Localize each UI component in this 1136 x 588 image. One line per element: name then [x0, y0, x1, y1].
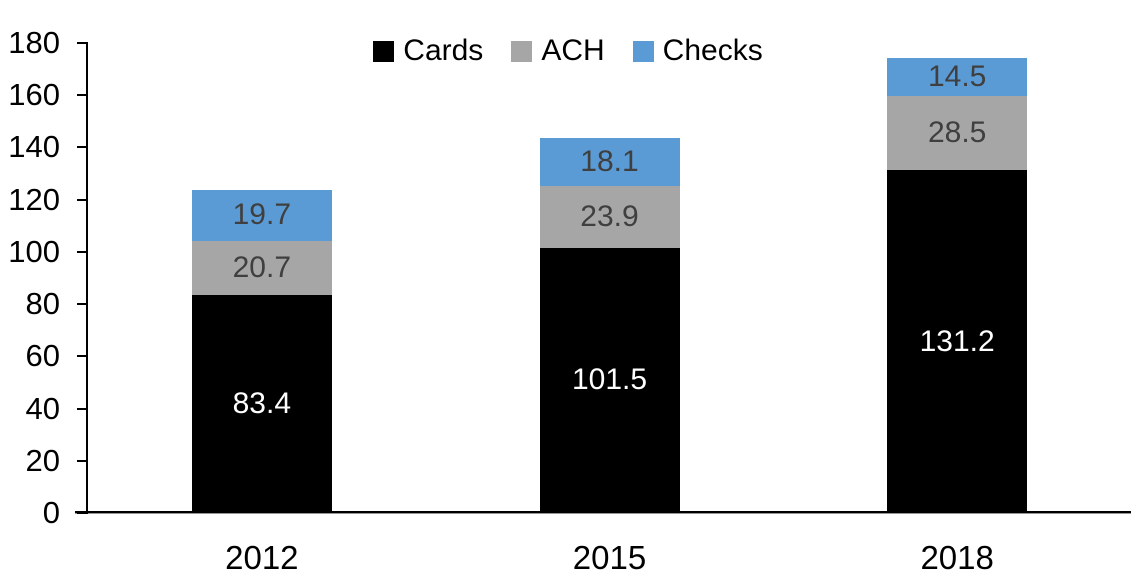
- y-axis-tick-label: 120: [8, 181, 60, 217]
- legend-label: Checks: [662, 34, 763, 67]
- y-axis-tick-label: 40: [25, 390, 60, 426]
- data-label: 83.4: [232, 387, 292, 421]
- y-axis-tick: [77, 459, 88, 462]
- legend-swatch-icon: [632, 40, 654, 62]
- legend-swatch-icon: [511, 40, 533, 62]
- y-axis-tick-label: 60: [25, 338, 60, 374]
- y-axis-tick-label: 180: [8, 25, 60, 60]
- y-axis-tick: [77, 94, 88, 97]
- bar-segment-checks-2015: 18.1: [539, 138, 680, 186]
- y-axis-tick-label: 20: [25, 442, 60, 478]
- bar-segment-cards-2015: 101.5: [539, 247, 680, 513]
- data-label: 20.7: [232, 251, 292, 285]
- data-label: 19.7: [232, 198, 292, 232]
- y-axis-tick: [77, 512, 88, 514]
- bar-segment-cards-2012: 83.4: [191, 295, 332, 513]
- y-axis-tick-label: 0: [42, 495, 60, 530]
- bar-segment-checks-2018: 14.5: [887, 58, 1028, 96]
- data-label: 18.1: [580, 144, 639, 178]
- bar-segment-cards-2018: 131.2: [887, 170, 1028, 513]
- legend-item-checks: Checks: [632, 34, 763, 67]
- legend-swatch-icon: [373, 40, 395, 62]
- bar-segment-ach-2018: 28.5: [887, 96, 1028, 171]
- y-axis-tick-label: 140: [8, 129, 60, 165]
- y-axis-tick: [77, 42, 88, 44]
- data-label: 23.9: [580, 199, 639, 233]
- x-axis-label-2018: 2018: [920, 539, 994, 576]
- legend-item-cards: Cards: [373, 36, 483, 66]
- y-axis-tick: [77, 250, 88, 253]
- x-axis-label-2015: 2015: [572, 539, 647, 576]
- legend-label: Cards: [403, 34, 484, 67]
- legend-label: ACH: [541, 34, 605, 67]
- bar-segment-ach-2012: 20.7: [191, 241, 332, 296]
- x-axis-label-2012: 2012: [225, 539, 299, 576]
- y-axis-tick-label: 80: [25, 286, 60, 322]
- y-axis-tick: [77, 355, 88, 358]
- y-axis-tick: [77, 146, 88, 149]
- y-axis-tick: [77, 198, 88, 201]
- y-axis-tick: [77, 303, 88, 306]
- y-axis-tick-label: 100: [8, 233, 60, 269]
- y-axis-line: [86, 43, 88, 513]
- bar-segment-ach-2015: 23.9: [539, 185, 680, 248]
- data-label: 101.5: [571, 363, 648, 397]
- data-label: 131.2: [919, 324, 995, 358]
- legend: Cards ACH Checks: [0, 36, 1136, 66]
- legend-item-ach: ACH: [511, 34, 605, 67]
- bar-segment-checks-2012: 19.7: [191, 189, 332, 242]
- y-axis-tick: [77, 407, 88, 410]
- data-label: 14.5: [927, 60, 987, 94]
- y-axis-tick-label: 160: [8, 77, 60, 113]
- data-label: 28.5: [927, 116, 987, 150]
